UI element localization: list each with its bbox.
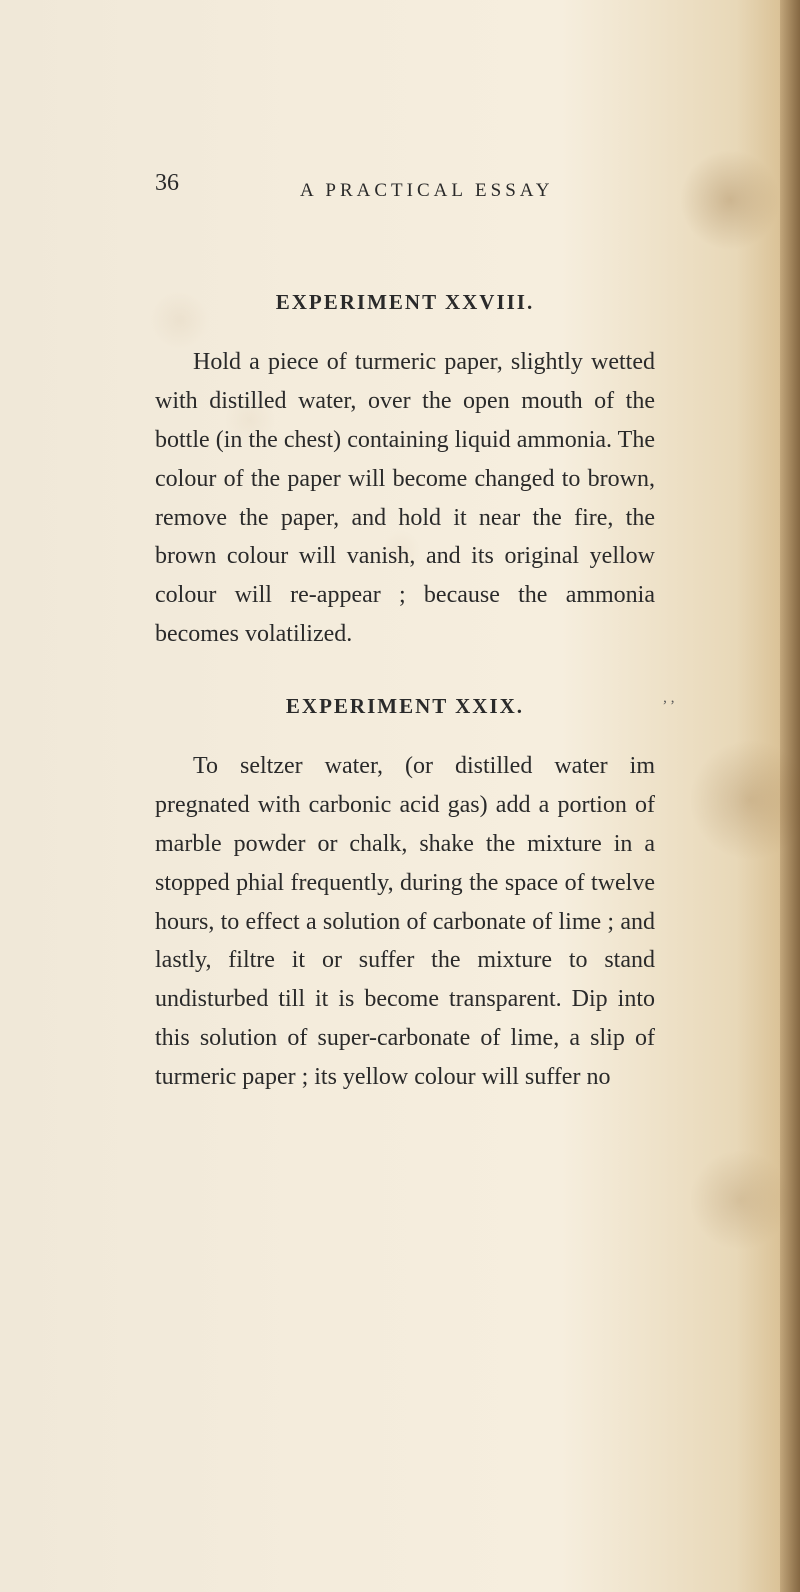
page-container: 36 A PRACTICAL ESSAY EXPERIMENT XXVIII. … bbox=[0, 0, 800, 1592]
experiment-heading-29: EXPERIMENT XXIX. ’ ’ bbox=[155, 694, 655, 719]
margin-annotation: ’ ’ bbox=[662, 698, 675, 715]
page-edge-shadow bbox=[780, 0, 800, 1592]
top-spacer bbox=[155, 160, 655, 228]
experiment-heading-28: EXPERIMENT XXVIII. bbox=[155, 290, 655, 315]
experiment-body-28: Hold a piece of turmeric paper, slightly… bbox=[155, 343, 655, 654]
experiment-body-29: To seltzer water, (or distilled water im… bbox=[155, 747, 655, 1097]
page-content: EXPERIMENT XXVIII. Hold a piece of turme… bbox=[155, 160, 655, 1097]
experiment-heading-29-text: EXPERIMENT XXIX. bbox=[286, 694, 524, 718]
